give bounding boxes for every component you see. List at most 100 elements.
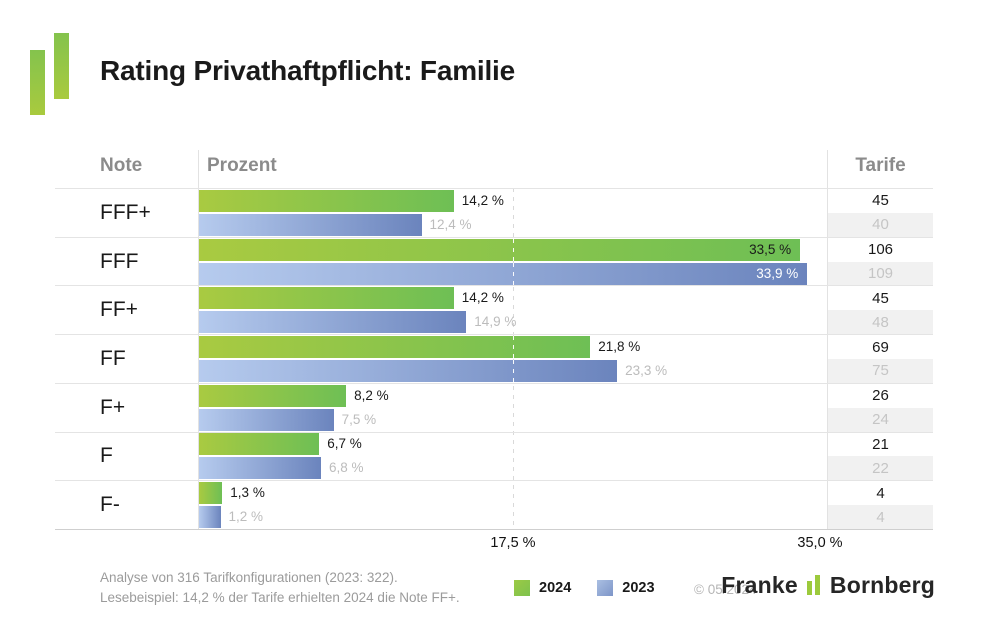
rating-row: F+ 8,2 % 7,5 % 26 24: [55, 382, 933, 432]
rating-note-label: FF+: [100, 298, 138, 322]
tarife-value-2023: 40: [828, 212, 933, 237]
bar-2023: 23,3 %: [199, 360, 667, 383]
tarife-cell: 45 48: [828, 286, 933, 335]
bar-value-label-2024: 1,3 %: [230, 485, 265, 501]
footnote-line-2: Lesebeispiel: 14,2 % der Tarife erhielte…: [100, 589, 460, 605]
bar-value-label-2023: 1,2 %: [228, 509, 264, 525]
tarife-value-2024: 106: [867, 241, 894, 259]
rating-row: FF 21,8 % 23,3 % 69 75: [55, 334, 933, 383]
bar-value-label-2023: 6,8 %: [329, 460, 364, 476]
legend-label-2024: 2024: [539, 580, 572, 596]
bar-2023: 1,2 %: [199, 506, 263, 529]
rating-table: Note Prozent Tarife FFF+ 14,2 % 12,4 % 4…: [55, 150, 933, 551]
page-title: Rating Privathaftpflicht: Familie: [100, 55, 515, 86]
tarife-value-2023: 48: [828, 310, 933, 335]
column-divider-note-prozent: [198, 150, 199, 529]
bar-value-label-2023: 7,5 %: [341, 411, 377, 427]
rating-row: FFF+ 14,2 % 12,4 % 45 40: [55, 188, 933, 237]
legend-swatch-2023: [597, 580, 614, 596]
bar-2023: 14,9 %: [199, 311, 516, 334]
legend: 2024 2023: [514, 580, 655, 596]
bar-2023: 6,8 %: [199, 457, 364, 480]
bar-cell: 1,3 % 1,2 %: [199, 481, 827, 529]
legend-item-2023: 2023: [597, 580, 655, 596]
rating-row: F 6,7 % 6,8 % 21 22: [55, 431, 933, 481]
tarife-value-2024: 69: [872, 338, 889, 356]
x-axis-tick-label: 17,5 %: [490, 535, 536, 551]
tarife-value-2023: 75: [828, 359, 933, 383]
footnote: Analyse von 316 Tarifkonfigurationen (20…: [100, 568, 460, 607]
tarife-cell: 45 40: [828, 189, 933, 237]
bar-2024: 21,8 %: [199, 336, 640, 359]
rating-row: FFF 33,5 % 33,9 % 106 109: [55, 236, 933, 286]
bar-2023: 12,4 %: [199, 213, 472, 236]
column-divider-prozent-tarife: [827, 150, 828, 529]
legend-label-2023: 2023: [622, 580, 655, 596]
bar-cell: 14,2 % 14,9 %: [199, 286, 827, 334]
rating-row: FF+ 14,2 % 14,9 % 45 48: [55, 285, 933, 335]
rating-note-label: FF: [100, 347, 126, 371]
x-axis-tick-label: 35,0 %: [797, 535, 843, 551]
bar-2024: 6,7 %: [199, 433, 362, 456]
bar-2024: 8,2 %: [199, 384, 389, 407]
bar-value-label-2024: 21,8 %: [598, 339, 641, 355]
bar-2023: 33,9 %: [199, 262, 808, 285]
rating-note-label: FFF+: [100, 200, 151, 224]
bar-2024: 1,3 %: [199, 482, 265, 505]
bar-cell: 33,5 % 33,9 %: [199, 238, 827, 286]
bar-value-label-2024: 8,2 %: [354, 387, 389, 403]
bar-cell: 6,7 % 6,8 %: [199, 433, 827, 481]
rating-note-label: F-: [100, 493, 120, 517]
tarife-cell: 4 4: [828, 481, 933, 530]
tarife-cell: 21 22: [828, 433, 933, 481]
legend-item-2024: 2024: [514, 580, 571, 596]
bar-value-label-2024: 6,7 %: [327, 436, 362, 452]
gridline-over-bar: [513, 262, 514, 285]
footnote-line-1: Analyse von 316 Tarifkonfigurationen (20…: [100, 570, 398, 585]
logo-bar-right: [54, 33, 69, 99]
bar-cell: 21,8 % 23,3 %: [199, 335, 827, 383]
gridline-17-5-percent: [513, 188, 514, 529]
bar-value-label-2023: 33,9 %: [756, 265, 799, 281]
bar-2024: 14,2 %: [199, 287, 504, 310]
bar-value-label-2024: 14,2 %: [461, 192, 504, 208]
bar-value-label-2023: 14,9 %: [474, 314, 517, 330]
tarife-value-2024: 45: [872, 289, 889, 307]
bar-cell: 8,2 % 7,5 %: [199, 384, 827, 432]
bar-value-label-2024: 14,2 %: [461, 290, 504, 306]
tarife-value-2023: 4: [828, 505, 933, 530]
table-body: FFF+ 14,2 % 12,4 % 45 40 FFF 33,5 % 33,9…: [55, 188, 933, 530]
rating-note-label: F: [100, 444, 113, 468]
tarife-value-2023: 109: [828, 261, 933, 286]
tarife-value-2024: 26: [872, 387, 889, 405]
x-axis: 17,5 % 35,0 %: [55, 529, 933, 555]
brand-name-franke: Franke: [721, 572, 798, 598]
table-header: Note Prozent Tarife: [55, 150, 933, 188]
bar-value-label-2023: 12,4 %: [429, 216, 472, 232]
tarife-value-2024: 21: [872, 436, 889, 454]
tarife-cell: 69 75: [828, 335, 933, 383]
gridline-over-bar: [513, 238, 514, 261]
bar-2024: 14,2 %: [199, 189, 504, 212]
tarife-value-2023: 24: [828, 407, 933, 432]
bar-2024: 33,5 %: [199, 238, 801, 261]
franke-bornberg-logo-mark: [0, 0, 90, 130]
legend-swatch-2024: [514, 580, 530, 596]
gridline-over-bar: [513, 336, 514, 359]
bar-2023: 7,5 %: [199, 408, 376, 431]
brand-name-bornberg: Bornberg: [829, 572, 935, 598]
column-header-note: Note: [100, 155, 143, 176]
column-header-tarife: Tarife: [855, 155, 906, 176]
logo-bar-left: [30, 50, 45, 115]
tarife-cell: 26 24: [828, 384, 933, 432]
tarife-value-2024: 45: [872, 192, 889, 210]
tarife-cell: 106 109: [828, 238, 933, 286]
rating-row: F- 1,3 % 1,2 % 4 4: [55, 480, 933, 530]
gridline-over-bar: [513, 360, 514, 383]
bar-cell: 14,2 % 12,4 %: [199, 189, 827, 237]
column-header-prozent: Prozent: [207, 155, 277, 176]
franke-bornberg-wordmark: Franke Bornberg: [721, 572, 935, 599]
tarife-value-2024: 4: [876, 484, 885, 502]
copyright-label: © 05/2024: [694, 582, 757, 597]
